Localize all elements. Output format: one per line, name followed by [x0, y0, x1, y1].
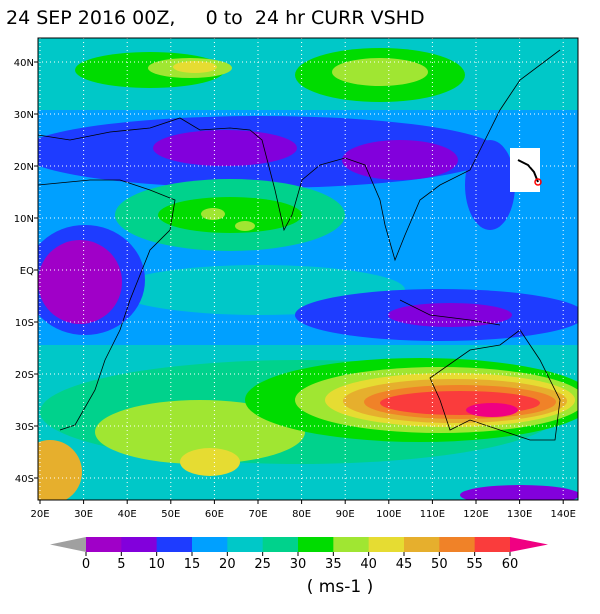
- colorbar-under: [50, 537, 86, 552]
- lon-label: 30E: [74, 509, 93, 520]
- lat-label: 20S: [15, 370, 34, 381]
- lon-label: 120E: [463, 509, 488, 520]
- colorbar-label: 10: [148, 557, 165, 572]
- lat-label: 30N: [14, 110, 34, 121]
- colorbar-label: 45: [396, 557, 413, 572]
- colorbar-label: 0: [82, 557, 90, 572]
- colorbar-box: [474, 537, 511, 552]
- lon-label: 110E: [420, 509, 445, 520]
- colorbar-box: [227, 537, 264, 552]
- colorbar-box: [368, 537, 405, 552]
- lon-label: 100E: [376, 509, 401, 520]
- colorbar-label: 60: [502, 557, 519, 572]
- unit-label: ( ms-1 ): [307, 577, 373, 597]
- colorbar: 0 5 10 15 20 25 30 35 40 45 50 55 60: [50, 537, 548, 572]
- title: 24 SEP 2016 00Z, 0 to 24 hr CURR VSHD: [6, 7, 425, 29]
- lat-label: 40N: [14, 58, 34, 69]
- map-frame: [37, 37, 579, 501]
- colorbar-label: 30: [290, 557, 307, 572]
- colorbar-over: [510, 537, 548, 552]
- colorbar-box: [192, 537, 228, 552]
- lon-label: 130E: [507, 509, 532, 520]
- colorbar-box: [333, 537, 370, 552]
- colorbar-label: 20: [219, 557, 236, 572]
- lon-label: 70E: [248, 509, 267, 520]
- lat-label: 40S: [15, 474, 34, 485]
- colorbar-label: 5: [117, 557, 125, 572]
- lon-label: 80E: [292, 509, 311, 520]
- colorbar-box: [439, 537, 476, 552]
- colorbar-box: [121, 537, 158, 552]
- lat-label: 10N: [14, 214, 34, 225]
- wind-shear-field: [38, 38, 578, 500]
- colorbar-label: 15: [184, 557, 201, 572]
- lat-label: 30S: [15, 422, 34, 433]
- lon-label: 140E: [550, 509, 575, 520]
- colorbar-label: 50: [431, 557, 448, 572]
- colorbar-box: [86, 537, 122, 552]
- lon-label: 50E: [161, 509, 180, 520]
- lon-label: 90E: [336, 509, 355, 520]
- colorbar-box: [262, 537, 299, 552]
- lat-label: 20N: [14, 162, 34, 173]
- colorbar-label: 40: [360, 557, 377, 572]
- colorbar-box: [156, 537, 193, 552]
- colorbar-box: [404, 537, 440, 552]
- lon-label: 60E: [205, 509, 224, 520]
- colorbar-label: 35: [325, 557, 342, 572]
- lon-label: 20E: [30, 509, 49, 520]
- lon-label: 40E: [118, 509, 137, 520]
- colorbar-box: [298, 537, 334, 552]
- lat-label: EQ: [20, 266, 34, 277]
- colorbar-label: 55: [466, 557, 483, 572]
- lat-label: 10S: [15, 318, 34, 329]
- colorbar-label: 25: [254, 557, 271, 572]
